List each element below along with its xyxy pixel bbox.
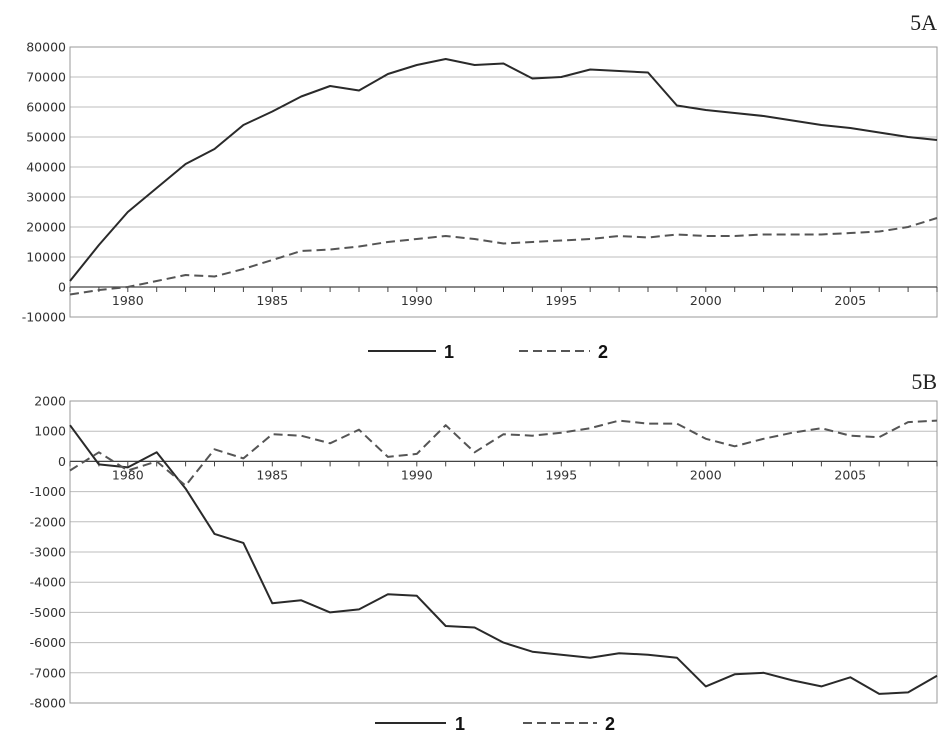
y-tick-label: -2000	[30, 514, 66, 529]
panel-label-b: 5B	[911, 369, 937, 394]
y-tick-label: 60000	[26, 100, 66, 115]
legend-label-2-a: 2	[598, 342, 608, 362]
legend-b: 1 2	[375, 714, 615, 734]
x-tick-marks-a	[69, 287, 938, 292]
y-tick-label: 30000	[26, 190, 66, 205]
series-line-1-b	[69, 424, 938, 695]
x-tick-label: 2005	[834, 467, 866, 482]
x-tick-label: 1985	[256, 467, 288, 482]
y-tick-label: 80000	[26, 40, 66, 55]
y-tick-label: -7000	[30, 665, 66, 680]
y-tick-label: -3000	[30, 545, 66, 560]
x-tick-label: 1980	[112, 467, 144, 482]
y-tick-labels-a: -10000 0 10000 20000 30000 40000 50000 60000 700…	[22, 40, 66, 325]
x-tick-label: 1995	[545, 467, 577, 482]
legend-a: 1 2	[368, 342, 608, 362]
y-tick-label: -5000	[30, 605, 66, 620]
chart-panel-a: 5A -10000 0 10000 20000 30000 40000 50000 60000…	[22, 10, 938, 362]
series-line-2-a	[69, 217, 938, 296]
legend-label-1-b: 1	[455, 714, 465, 734]
y-tick-label: 0	[58, 454, 66, 469]
x-tick-label: 1990	[401, 467, 433, 482]
chart-panel-b: 5B -8000 -7000 -6000 -5000 -4000 -3000 -2000 -1…	[30, 369, 938, 734]
x-tick-label: 1990	[401, 293, 433, 308]
x-tick-labels-a: 1980 1985 1990 1995 2000 2005	[112, 293, 866, 308]
x-tick-label: 1985	[256, 293, 288, 308]
y-tick-label: 20000	[26, 220, 66, 235]
plot-frame-a	[69, 46, 938, 318]
x-tick-label: 1980	[112, 293, 144, 308]
series-line-2-b	[69, 419, 938, 487]
series-line-1-a	[69, 58, 938, 282]
x-tick-label: 1995	[545, 293, 577, 308]
y-tick-label: -8000	[30, 696, 66, 711]
y-tick-label: -10000	[22, 310, 66, 325]
y-tick-label: 10000	[26, 250, 66, 265]
y-tick-label: 1000	[34, 424, 66, 439]
y-tick-label: 0	[58, 280, 66, 295]
x-tick-label: 2000	[690, 293, 722, 308]
grid-b	[70, 400, 937, 704]
y-tick-label: -4000	[30, 575, 66, 590]
y-tick-labels-b: -8000 -7000 -6000 -5000 -4000 -3000 -2000 -1000…	[30, 394, 66, 711]
plot-frame-b	[69, 400, 938, 704]
y-tick-label: -6000	[30, 635, 66, 650]
x-tick-label: 2005	[834, 293, 866, 308]
x-tick-labels-b: 1980 1985 1990 1995 2000 2005	[112, 467, 866, 482]
y-tick-label: 70000	[26, 70, 66, 85]
y-tick-label: 40000	[26, 160, 66, 175]
legend-label-2-b: 2	[605, 714, 615, 734]
x-tick-label: 2000	[690, 467, 722, 482]
x-tick-marks-b	[69, 461, 938, 467]
y-tick-label: -1000	[30, 484, 66, 499]
legend-label-1-a: 1	[444, 342, 454, 362]
y-tick-label: 2000	[34, 394, 66, 409]
panel-label-a: 5A	[910, 10, 937, 35]
y-tick-label: 50000	[26, 130, 66, 145]
